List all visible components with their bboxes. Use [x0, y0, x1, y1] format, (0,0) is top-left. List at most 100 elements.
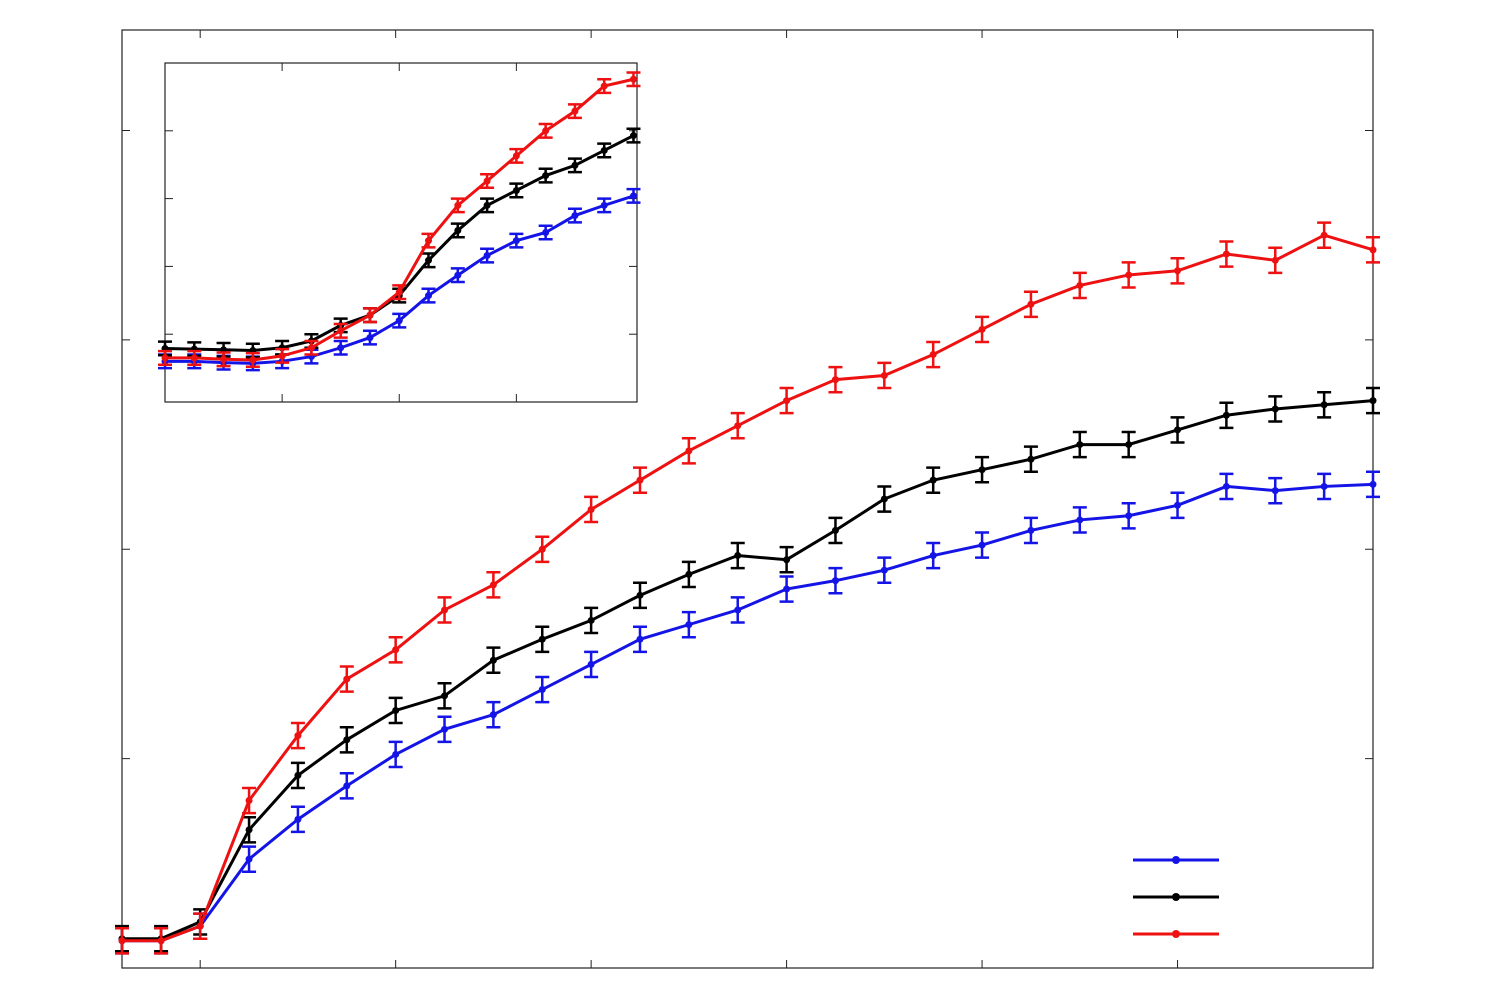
- marker: [685, 570, 693, 578]
- marker: [454, 201, 462, 209]
- marker: [249, 356, 257, 364]
- marker: [571, 212, 579, 220]
- marker: [118, 937, 126, 945]
- marker: [1125, 271, 1133, 279]
- marker: [294, 771, 302, 779]
- marker: [685, 447, 693, 455]
- marker: [392, 646, 400, 654]
- marker: [929, 476, 937, 484]
- plot: [158, 62, 641, 403]
- marker: [1027, 455, 1035, 463]
- marker: [978, 466, 986, 474]
- marker: [489, 656, 497, 664]
- marker: [1271, 487, 1279, 495]
- marker: [636, 635, 644, 643]
- marker: [1174, 501, 1182, 509]
- marker: [425, 237, 433, 245]
- marker: [483, 177, 491, 185]
- marker: [1076, 441, 1084, 449]
- marker: [600, 146, 608, 154]
- marker: [1027, 526, 1035, 534]
- plot-area: [164, 62, 638, 403]
- marker: [483, 252, 491, 260]
- marker: [512, 186, 520, 194]
- marker: [392, 706, 400, 714]
- marker: [831, 526, 839, 534]
- marker: [395, 317, 403, 325]
- marker: [1174, 267, 1182, 275]
- marker: [425, 292, 433, 300]
- marker: [734, 552, 742, 560]
- marker: [1320, 401, 1328, 409]
- marker: [441, 725, 449, 733]
- marker: [1369, 480, 1377, 488]
- marker: [542, 127, 550, 135]
- marker: [245, 855, 253, 863]
- marker: [1125, 441, 1133, 449]
- marker: [454, 226, 462, 234]
- marker: [929, 351, 937, 359]
- marker: [929, 552, 937, 560]
- marker: [366, 334, 374, 342]
- marker: [629, 75, 637, 83]
- marker: [978, 325, 986, 333]
- marker: [294, 815, 302, 823]
- marker: [783, 585, 791, 593]
- marker: [245, 797, 253, 804]
- marker: [978, 541, 986, 549]
- marker: [880, 371, 888, 379]
- marker: [512, 152, 520, 160]
- marker: [220, 355, 228, 363]
- marker: [278, 352, 286, 360]
- marker: [1271, 405, 1279, 413]
- marker: [337, 327, 345, 335]
- marker: [512, 237, 520, 245]
- marker: [454, 271, 462, 279]
- marker: [392, 750, 400, 758]
- marker: [734, 422, 742, 430]
- marker: [831, 376, 839, 384]
- marker: [629, 192, 637, 200]
- marker: [441, 692, 449, 700]
- marker: [343, 736, 351, 744]
- marker: [425, 256, 433, 264]
- marker: [538, 545, 546, 553]
- marker: [542, 172, 550, 180]
- marker: [157, 937, 165, 945]
- marker: [571, 161, 579, 169]
- marker: [441, 606, 449, 614]
- marker: [307, 344, 315, 352]
- marker: [190, 354, 198, 362]
- marker: [1320, 482, 1328, 490]
- marker: [636, 591, 644, 599]
- marker: [489, 581, 497, 589]
- marker: [366, 311, 374, 319]
- marker: [1027, 300, 1035, 308]
- marker: [1222, 250, 1230, 258]
- marker: [343, 782, 351, 790]
- marker: [196, 922, 204, 930]
- marker: [831, 577, 839, 585]
- marker: [1222, 482, 1230, 490]
- marker: [1174, 426, 1182, 434]
- legend-marker: [1172, 930, 1180, 938]
- marker: [343, 675, 351, 683]
- marker: [783, 397, 791, 405]
- marker: [636, 476, 644, 484]
- marker: [685, 621, 693, 629]
- marker: [783, 556, 791, 564]
- marker: [542, 229, 550, 236]
- marker: [587, 616, 595, 624]
- marker: [1125, 512, 1133, 520]
- marker: [734, 606, 742, 614]
- marker: [629, 132, 637, 140]
- marker: [600, 82, 608, 90]
- legend-marker: [1172, 856, 1180, 864]
- marker: [1369, 397, 1377, 405]
- marker: [587, 505, 595, 513]
- marker: [1222, 411, 1230, 419]
- legend-marker: [1172, 893, 1180, 901]
- marker: [1076, 281, 1084, 289]
